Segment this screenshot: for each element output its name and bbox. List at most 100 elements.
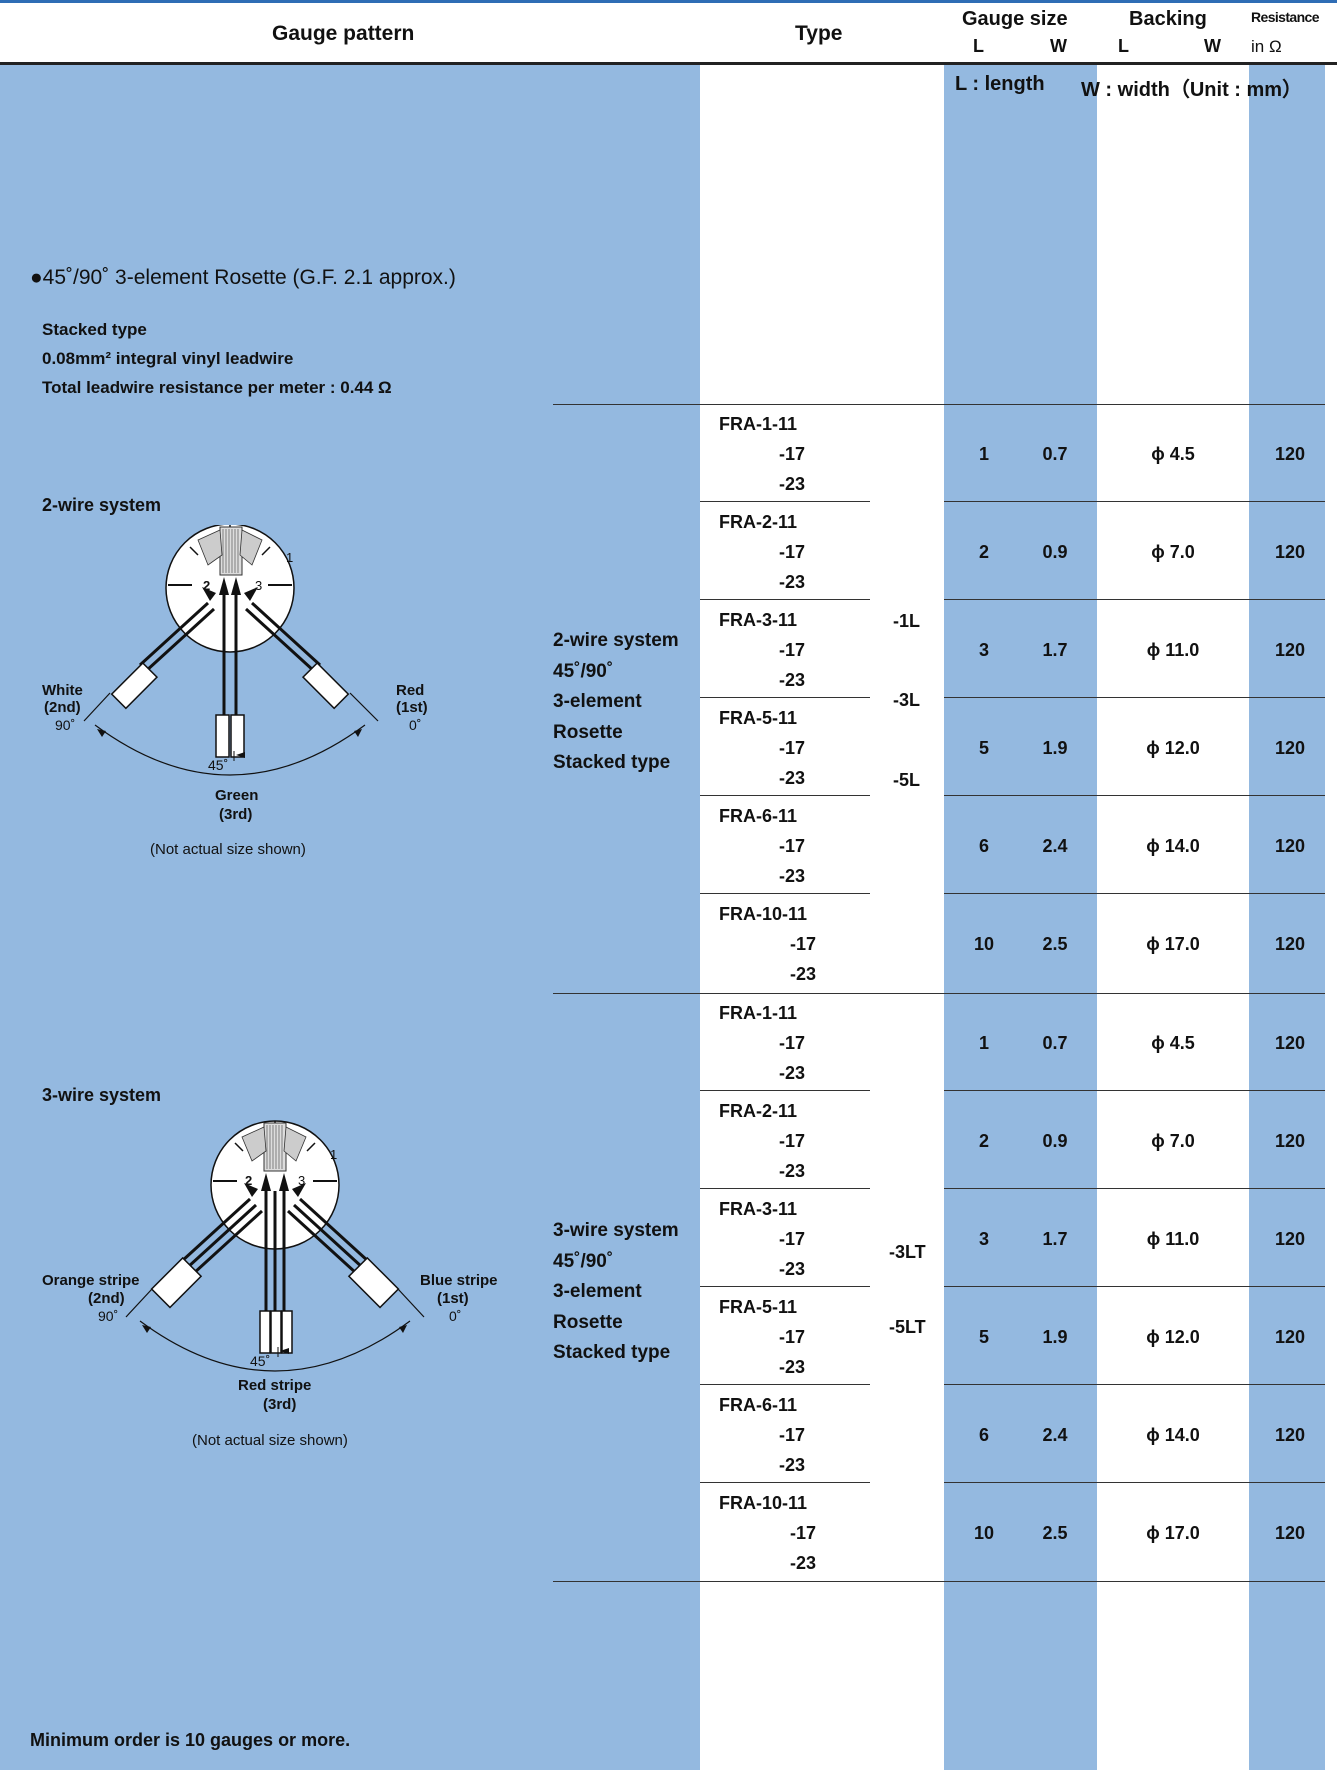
gauge-length: 1 — [978, 444, 989, 464]
gauge-width: 0.7 — [1042, 1033, 1068, 1053]
row-divider — [700, 1090, 870, 1091]
type-variant-17: -17 — [779, 1229, 806, 1249]
row-divider-right — [944, 893, 1325, 894]
type-code: FRA-10-11 — [719, 904, 808, 924]
row-divider-right — [944, 1384, 1325, 1385]
diagram-2wire-left-angle: 90˚ — [55, 717, 76, 733]
table-header: Gauge pattern Type Gauge size L W Backin… — [0, 0, 1337, 65]
row-divider — [700, 1482, 870, 1483]
diagram-3wire-bottom-label: Red stripe — [238, 1377, 312, 1394]
header-gauge-pattern: Gauge pattern — [272, 22, 415, 45]
type-variant-17: -17 — [790, 934, 817, 954]
suffix-1l: -1L — [893, 611, 920, 631]
backing-diameter: ϕ 7.0 — [1151, 542, 1195, 562]
header-backing: Backing — [1129, 8, 1207, 30]
diagram-3wire-n3: 3 — [298, 1173, 306, 1188]
diagram-2wire-right-label: Red — [396, 682, 425, 699]
diagram-2wire-left-order: (2nd) — [44, 699, 81, 716]
gauge-width: 2.4 — [1042, 1425, 1068, 1445]
section-desc-leadwire: 0.08mm² integral vinyl leadwire — [42, 349, 294, 368]
row-divider-right — [944, 1188, 1325, 1189]
backing-diameter: ϕ 11.0 — [1146, 1229, 1200, 1249]
type-code: FRA-6-11 — [719, 806, 798, 826]
gauge-size-column — [944, 0, 1097, 1770]
type-variant-23: -23 — [790, 964, 817, 984]
type-variant-23: -23 — [779, 1357, 806, 1377]
resistance-value: 120 — [1274, 1425, 1306, 1445]
backing-diameter: ϕ 4.5 — [1151, 444, 1195, 464]
diagram-3wire-title: 3-wire system — [42, 1085, 162, 1105]
header-type: Type — [795, 22, 843, 45]
diagram-2wire-right-order: (1st) — [396, 699, 428, 716]
row-divider — [700, 599, 870, 600]
diagram-3wire-n1: 1 — [330, 1147, 338, 1162]
header-resistance-unit: in Ω — [1251, 37, 1282, 56]
gauge-length: 5 — [978, 738, 989, 758]
type-variant-23: -23 — [779, 572, 806, 592]
gauge-width: 0.9 — [1042, 1131, 1068, 1151]
diagram-2wire-title: 2-wire system — [42, 495, 162, 515]
resistance-value: 120 — [1274, 1523, 1306, 1543]
header-backing-l: L — [1118, 36, 1129, 56]
header-resistance: Resistance — [1251, 9, 1320, 25]
type-variant-23: -23 — [779, 1161, 806, 1181]
type-code: FRA-6-11 — [719, 1395, 798, 1415]
diagram-3wire-right-label: Blue stripe — [420, 1272, 498, 1289]
resistance-value: 120 — [1274, 1327, 1306, 1347]
resistance-value: 120 — [1274, 444, 1306, 464]
suffix-5lt: -5LT — [889, 1317, 926, 1337]
diagram-3wire-mid-angle: 45˚ — [250, 1353, 271, 1369]
type-column — [700, 0, 944, 1770]
backing-diameter: ϕ 7.0 — [1151, 1131, 1195, 1151]
suffix-3l: -3L — [893, 690, 920, 710]
resistance-value: 120 — [1274, 738, 1306, 758]
backing-diameter: ϕ 14.0 — [1146, 836, 1200, 856]
diagram-2wire-bottom-label: Green — [215, 787, 259, 804]
resistance-column — [1249, 0, 1325, 1770]
gauge-length: 6 — [978, 1425, 989, 1445]
type-code: FRA-3-11 — [719, 610, 798, 630]
type-variant-17: -17 — [779, 1033, 806, 1053]
diagram-3wire-right-order: (1st) — [437, 1290, 469, 1307]
diagram-3wire-left-order: (2nd) — [88, 1290, 125, 1307]
type-variant-23: -23 — [779, 866, 806, 886]
diagram-3wire-n2: 2 — [245, 1173, 253, 1188]
type-variant-23: -23 — [779, 1063, 806, 1083]
type-code: FRA-2-11 — [719, 512, 798, 532]
type-variant-17: -17 — [779, 1425, 806, 1445]
type-code: FRA-2-11 — [719, 1101, 798, 1121]
type-variant-23: -23 — [779, 768, 806, 788]
backing-diameter: ϕ 17.0 — [1146, 934, 1200, 954]
row-divider-right — [944, 697, 1325, 698]
type-code: FRA-1-11 — [719, 1003, 798, 1023]
row-divider — [700, 795, 870, 796]
row-divider — [700, 1286, 870, 1287]
section-desc-type: Stacked type — [42, 320, 147, 339]
diagram-2wire-left-label: White — [42, 682, 83, 699]
diagram-2wire: 2 3 1 White (2nd) 90˚ Red (1st) 0˚ 45˚ G… — [0, 523, 520, 865]
type-code: FRA-10-11 — [719, 1493, 808, 1513]
gauge-length: 2 — [978, 1131, 989, 1151]
resistance-value: 120 — [1274, 1131, 1306, 1151]
diagram-2wire-n3: 3 — [255, 578, 263, 593]
row-divider-right — [944, 795, 1325, 796]
diagram-3wire: 2 3 1 Orange stripe (2nd) 90˚ Blue strip… — [0, 1115, 520, 1455]
diagram-2wire-note: (Not actual size shown) — [150, 841, 306, 858]
group-2wire-description: 2-wire system 45˚/90˚ 3-element Rosette … — [553, 630, 679, 773]
diagram-2wire-mid-angle: 45˚ — [208, 757, 229, 773]
type-variant-17: -17 — [779, 1327, 806, 1347]
header-gauge-size-w: W — [1050, 36, 1067, 56]
type-variant-17: -17 — [779, 738, 806, 758]
gauge-width: 1.9 — [1042, 1327, 1068, 1347]
suffix-3lt: -3LT — [889, 1242, 926, 1262]
type-variant-23: -23 — [779, 1259, 806, 1279]
type-variant-17: -17 — [779, 836, 806, 856]
gauge-length: 10 — [973, 934, 995, 954]
gauge-length: 2 — [978, 542, 989, 562]
type-variant-17: -17 — [779, 1131, 806, 1151]
group-3wire-description: 3-wire system 45˚/90˚ 3-element Rosette … — [553, 1220, 679, 1363]
type-variant-23: -23 — [779, 1455, 806, 1475]
backing-diameter: ϕ 12.0 — [1146, 738, 1200, 758]
gauge-length: 1 — [978, 1033, 989, 1053]
header-gauge-size: Gauge size — [962, 8, 1068, 30]
